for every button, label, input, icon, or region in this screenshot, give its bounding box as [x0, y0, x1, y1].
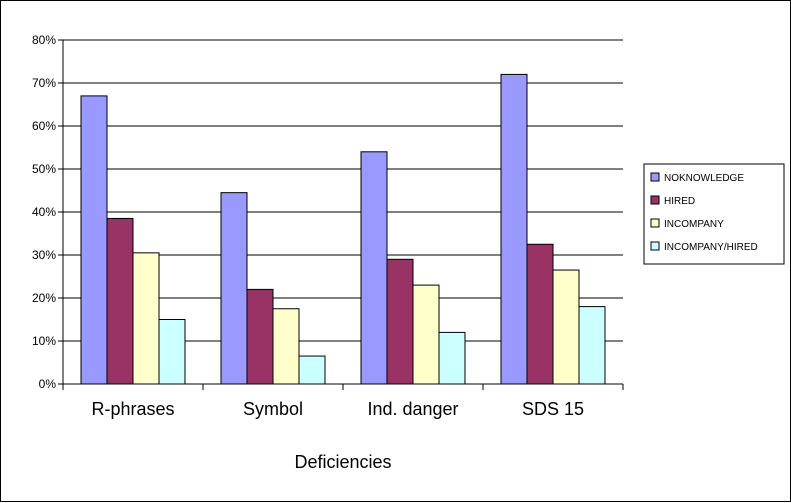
y-tick-label: 20% — [32, 291, 56, 305]
bar-hired-2 — [246, 288, 274, 385]
y-tick-label: 10% — [32, 334, 56, 348]
x-tick-label: SDS 15 — [522, 399, 584, 419]
legend: NOKNOWLEDGE HIRED INCOMPANY INCOMPANY/HIRED — [643, 163, 785, 265]
bar-noknowledge-4 — [500, 73, 528, 385]
bar-incompany-hired-1 — [158, 319, 186, 385]
tick-labels: 0% 10% 20% 30% 40% 50% 60% 70% 80% R-phrases Symbo… — [32, 33, 584, 419]
legend-box — [643, 163, 785, 265]
y-tick-label: 40% — [32, 205, 56, 219]
bars — [80, 73, 606, 385]
legend-label: INCOMPANY — [664, 219, 724, 230]
bar-incompany-4 — [552, 269, 580, 385]
legend-swatch — [650, 241, 660, 251]
y-tick-label: 70% — [32, 76, 56, 90]
bar-hired-3 — [386, 258, 414, 385]
axes — [58, 39, 624, 390]
y-tick-label: 30% — [32, 248, 56, 262]
bar-incompany-hired-4 — [578, 306, 606, 385]
bar-incompany-hired-3 — [438, 331, 466, 385]
bar-hired-1 — [106, 217, 134, 385]
y-tick-label: 0% — [39, 377, 57, 391]
bar-noknowledge-3 — [360, 151, 388, 385]
legend-swatch — [650, 172, 660, 182]
x-tick-label: Ind. danger — [367, 399, 458, 419]
y-tick-label: 50% — [32, 162, 56, 176]
bar-incompany-hired-2 — [298, 355, 326, 385]
bar-hired-4 — [526, 243, 554, 385]
x-tick-label: R-phrases — [91, 399, 174, 419]
x-axis-title: Deficiencies — [294, 452, 391, 472]
bar-incompany-2 — [272, 308, 300, 385]
bar-noknowledge-2 — [220, 192, 248, 385]
legend-swatch — [650, 195, 660, 205]
y-tick-label: 80% — [32, 33, 56, 47]
legend-label: INCOMPANY/HIRED — [664, 242, 758, 253]
legend-label: NOKNOWLEDGE — [664, 173, 744, 184]
x-tick-label: Symbol — [243, 399, 303, 419]
legend-swatch — [650, 218, 660, 228]
legend-label: HIRED — [664, 196, 695, 207]
bar-noknowledge-1 — [80, 95, 108, 385]
bar-incompany-1 — [132, 252, 160, 385]
bar-incompany-3 — [412, 284, 440, 385]
y-tick-label: 60% — [32, 119, 56, 133]
